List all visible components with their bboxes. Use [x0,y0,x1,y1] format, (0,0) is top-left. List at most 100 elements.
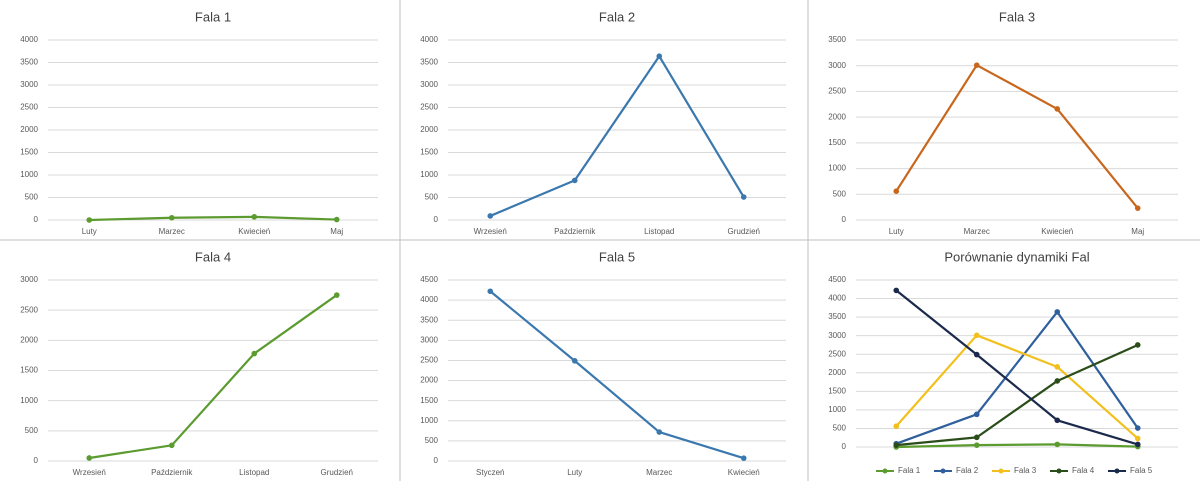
x-tick-label: Marzec [159,227,185,236]
data-point [893,188,900,194]
y-tick-label: 2000 [20,335,38,344]
y-tick-label: 3000 [20,80,38,89]
chart-title: Fala 1 [195,9,231,24]
data-point [487,288,494,295]
legend-label: Fala 1 [898,466,921,475]
data-line [895,334,1139,440]
data-line [896,343,1139,447]
legend-marker [1114,468,1120,474]
y-tick-label: 2000 [420,376,438,385]
chart-title: Fala 4 [195,249,231,264]
y-tick-label: 3500 [20,58,38,67]
data-point [1054,378,1061,384]
y-tick-label: 0 [34,456,39,465]
x-tick-label: Maj [330,227,343,236]
data-point [251,214,258,220]
y-tick-label: 500 [833,424,847,433]
y-tick-label: 1000 [420,416,438,425]
y-tick-label: 0 [842,215,847,224]
data-point [893,442,900,448]
data-line [89,215,337,222]
data-line [489,290,745,460]
data-line [89,294,338,460]
y-tick-label: 500 [425,436,439,445]
data-line [895,64,1139,209]
data-point [1054,441,1061,448]
x-tick-label: Styczeń [476,468,504,477]
data-point [893,287,900,294]
x-tick-label: Luty [889,227,904,236]
y-tick-label: 1500 [420,148,438,157]
y-tick-label: 0 [34,215,39,224]
data-point [333,216,340,223]
y-tick-label: 1500 [828,138,846,147]
legend-marker [882,468,888,474]
data-point [86,217,93,223]
y-tick-label: 1000 [828,405,846,414]
y-tick-label: 2500 [828,87,846,96]
x-tick-label: Grudzień [728,227,760,236]
data-point [1134,441,1141,448]
data-point [893,423,900,430]
y-tick-label: 4500 [420,275,438,284]
legend-label: Fala 4 [1072,466,1095,475]
x-tick-label: Kwiecień [1041,227,1073,236]
x-tick-label: Maj [1131,227,1144,236]
data-line [895,289,1139,446]
data-point [571,177,578,184]
chart-title: Fala 2 [599,9,635,24]
y-tick-label: 4000 [420,35,438,44]
data-point [1134,205,1141,211]
y-tick-label: 500 [25,426,39,435]
legend-label: Fala 2 [956,466,979,475]
y-tick-label: 3000 [828,61,846,70]
data-point [168,214,175,221]
data-point [1134,435,1141,442]
y-tick-label: 4000 [828,294,846,303]
data-point [86,455,93,461]
chart-title: Fala 5 [599,249,635,264]
legend-marker [1056,468,1062,474]
data-line [489,55,745,217]
y-tick-label: 2000 [828,112,846,121]
x-tick-label: Październik [151,468,193,477]
data-point [1134,342,1141,348]
y-tick-label: 3000 [828,331,846,340]
y-tick-label: 2500 [420,356,438,365]
y-tick-label: 1000 [20,170,38,179]
chart-title: Porównanie dynamiki Fal [944,249,1089,264]
y-tick-label: 0 [434,456,439,465]
y-tick-label: 500 [425,193,439,202]
data-point [973,442,980,448]
x-tick-label: Marzec [964,227,990,236]
x-tick-label: Listopad [644,227,674,236]
y-tick-label: 1500 [828,386,846,395]
data-point [1054,309,1061,315]
data-point [656,429,663,435]
data-point [571,358,578,364]
data-point [487,213,494,219]
x-tick-label: Grudzień [321,468,353,477]
y-tick-label: 4000 [20,35,38,44]
data-point [1054,106,1061,112]
y-tick-label: 3000 [20,275,38,284]
data-point [973,434,980,441]
y-tick-label: 3000 [420,335,438,344]
y-tick-label: 3500 [420,58,438,67]
data-point [168,442,175,449]
data-point [973,62,980,68]
data-point [973,351,980,358]
y-tick-label: 1000 [420,170,438,179]
y-tick-label: 2500 [828,349,846,358]
legend-marker [998,468,1004,474]
x-tick-label: Wrzesień [73,468,106,477]
x-tick-label: Luty [567,468,582,477]
x-tick-label: Luty [82,227,97,236]
data-point [1134,425,1141,431]
y-tick-label: 2000 [420,125,438,134]
y-tick-label: 3500 [828,35,846,44]
data-point [251,350,258,357]
y-tick-label: 0 [434,215,439,224]
data-point [973,411,980,418]
